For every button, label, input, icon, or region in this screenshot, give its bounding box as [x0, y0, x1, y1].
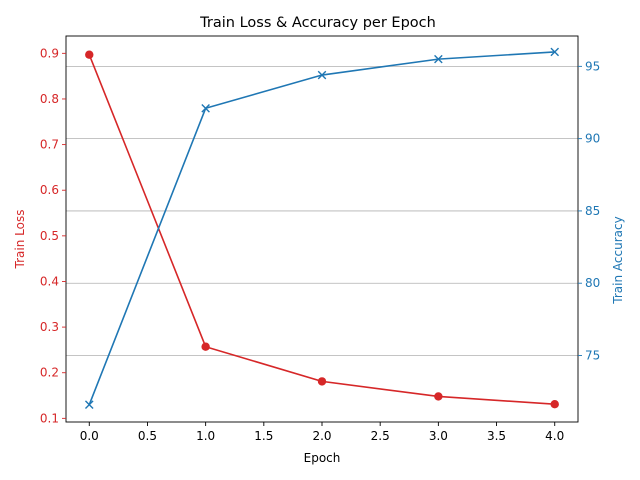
- left-axis-ticks: 0.1 0.2 0.3 0.4 0.5 0.6 0.7 0.8 0.9: [40, 46, 66, 425]
- x-tick-label: 4.0: [545, 429, 564, 443]
- right-axis-ticks: 75 80 85 90 95: [578, 59, 600, 362]
- right-tick-label: 95: [585, 59, 600, 73]
- left-tick-label: 0.7: [40, 138, 59, 152]
- loss-point: [85, 50, 94, 59]
- chart-title: Train Loss & Accuracy per Epoch: [199, 15, 436, 31]
- left-tick-label: 0.6: [40, 183, 59, 197]
- right-tick-label: 75: [585, 348, 600, 362]
- loss-point: [201, 342, 210, 351]
- x-tick-label: 1.5: [254, 429, 273, 443]
- accuracy-point: [317, 70, 327, 80]
- right-tick-label: 80: [585, 276, 600, 290]
- x-axis-ticks: 0.0 0.5 1.0 1.5 2.0 2.5 3.0 3.5 4.0: [80, 422, 564, 443]
- x-tick-label: 1.0: [196, 429, 215, 443]
- x-tick-label: 0.0: [80, 429, 99, 443]
- x-tick-label: 3.0: [429, 429, 448, 443]
- left-tick-label: 0.4: [40, 274, 59, 288]
- accuracy-point: [550, 47, 560, 57]
- x-tick-label: 0.5: [138, 429, 157, 443]
- left-tick-label: 0.2: [40, 366, 59, 380]
- accuracy-point: [434, 54, 443, 64]
- left-axis-label: Train Loss: [13, 210, 27, 270]
- x-tick-label: 2.0: [312, 429, 331, 443]
- left-tick-label: 0.8: [40, 92, 59, 106]
- left-tick-label: 0.5: [40, 229, 59, 243]
- loss-point: [434, 392, 443, 401]
- accuracy-point: [201, 103, 210, 113]
- right-tick-label: 90: [585, 132, 600, 146]
- x-tick-label: 3.5: [487, 429, 506, 443]
- x-tick-label: 2.5: [371, 429, 390, 443]
- left-tick-label: 0.1: [40, 411, 59, 425]
- left-tick-label: 0.3: [40, 320, 59, 334]
- right-tick-label: 85: [585, 204, 600, 218]
- loss-point: [317, 377, 327, 386]
- loss-point: [550, 400, 559, 409]
- data-markers: [84, 47, 560, 409]
- left-tick-label: 0.9: [40, 46, 59, 60]
- x-axis-label: Epoch: [304, 451, 341, 465]
- right-axis-label: Train Accuracy: [611, 216, 625, 304]
- accuracy-point: [84, 400, 94, 409]
